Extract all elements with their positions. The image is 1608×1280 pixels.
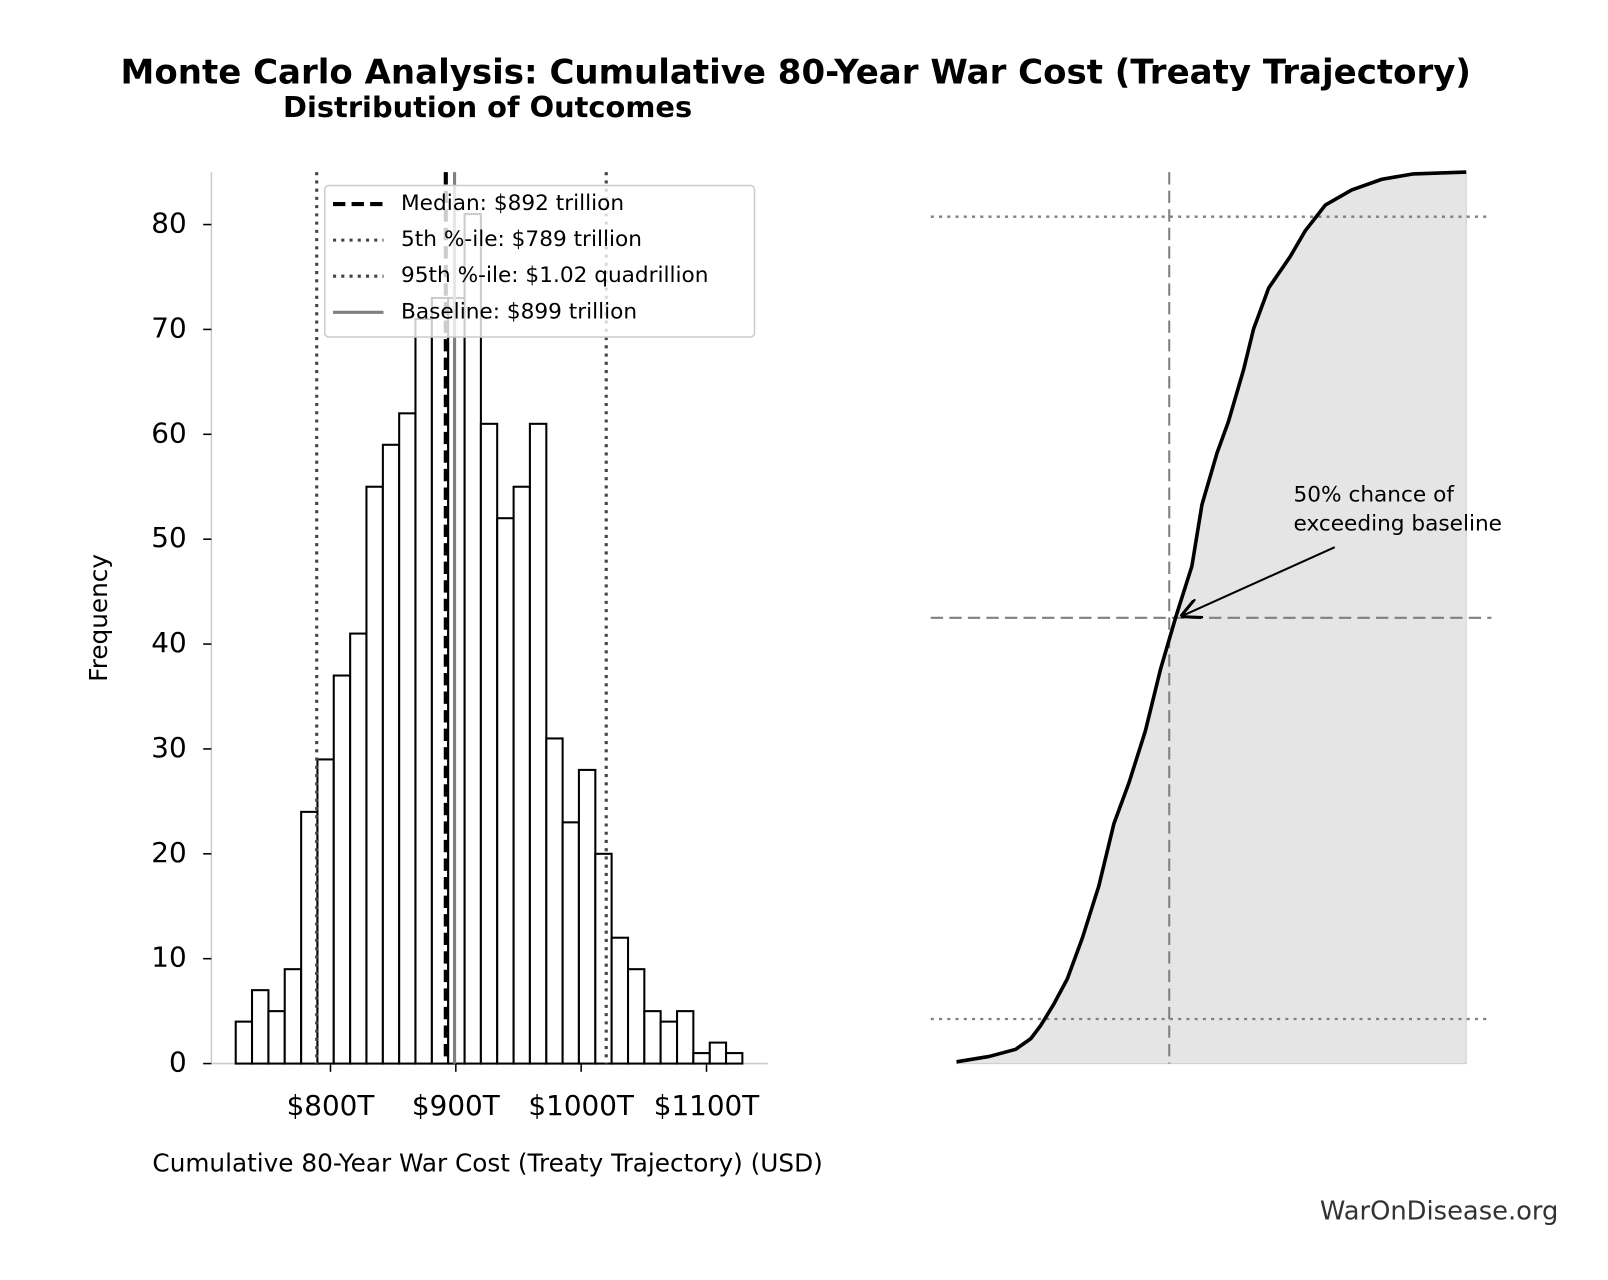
bar [708,1041,728,1065]
y-tick-label: 10 [151,941,186,974]
bar [479,422,499,1065]
legend-label: 95th %-ile: $1.02 quadrillion [401,263,708,288]
bar [234,1020,254,1065]
bar [725,1052,744,1065]
bar [692,1052,711,1065]
bar [627,968,646,1065]
y-tick-label: 80 [151,207,186,240]
bar [577,768,597,1065]
bar [414,317,433,1065]
y-tick-label: 20 [151,836,186,869]
legend-label: Baseline: $899 trillion [401,299,637,324]
bar [594,852,613,1065]
annotation-text: exceeding baseline [1294,512,1502,537]
bar [496,517,515,1065]
legend-box [324,184,756,338]
x-tick-label: $1000T [528,1089,634,1122]
x-tick-label: $900T [412,1089,501,1122]
bar [300,810,319,1065]
bar [512,485,531,1065]
chart-title: Monte Carlo Analysis: Cumulative 80-Year… [121,53,1471,93]
line [956,170,1467,1064]
bar [398,412,417,1065]
y-tick-label: 50 [151,521,186,554]
annotation-arrow [1182,546,1336,616]
bar [349,632,368,1065]
x-tick-label: $800T [287,1089,376,1122]
y-tick-label: 40 [151,626,186,659]
bar [528,422,548,1065]
legend-label: Median: $892 trillion [401,191,624,216]
x-tick-label: $1100T [654,1089,760,1122]
bar [365,485,384,1065]
subplot-title: Distribution of Outcomes [283,90,692,124]
bar [545,737,564,1065]
y-tick-label: 0 [169,1046,187,1079]
bar [267,1010,286,1065]
bar [659,1020,679,1065]
bar [610,936,630,1065]
bar [676,1010,695,1065]
bar [643,1010,662,1065]
y-axis-label: Frequency [84,554,113,682]
bar [283,968,303,1065]
y-tick-label: 30 [151,731,186,764]
bar [463,213,482,1065]
bar [316,758,335,1065]
bar [447,296,466,1065]
legend-label: 5th %-ile: $789 trillion [401,227,642,252]
watermark: WarOnDisease.org [1320,1196,1558,1226]
bar [381,443,401,1065]
x-axis-label: Cumulative 80-Year War Cost (Treaty Traj… [152,1149,822,1178]
bar [332,674,352,1065]
y-tick-label: 70 [151,311,186,344]
y-tick-label: 60 [151,416,186,449]
annotation-text: 50% chance of [1294,483,1456,508]
bar [250,989,270,1065]
bar [561,821,580,1065]
